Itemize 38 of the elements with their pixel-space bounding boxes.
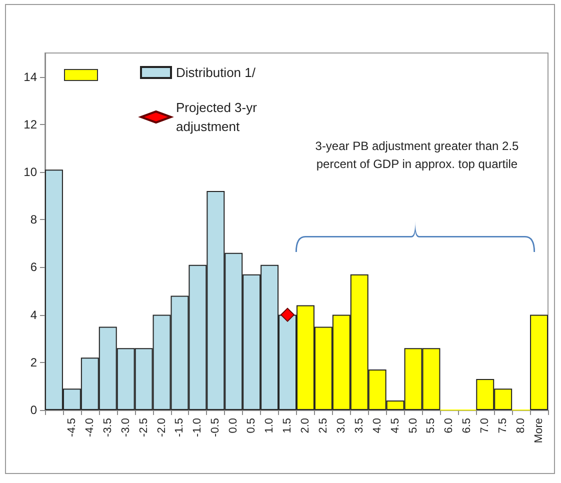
x-tick-label: 1.0 xyxy=(264,418,276,434)
x-tick-label: 0.5 xyxy=(246,418,258,434)
x-tick-label: 2.0 xyxy=(299,418,312,434)
x-tick-label: 6.0 xyxy=(443,418,456,434)
x-tick-label: -3.5 xyxy=(102,418,114,437)
y-tick-label: 2 xyxy=(30,355,38,370)
x-tick-label: 7.5 xyxy=(497,418,510,434)
y-tick-label: 8 xyxy=(30,212,38,227)
y-tick-label: 6 xyxy=(30,260,38,274)
x-tick-label: 7.0 xyxy=(479,418,492,434)
x-tick-label: 4.5 xyxy=(389,418,402,434)
x-tick-label: 8.0 xyxy=(515,418,528,434)
legend-label: Projected 3-yr adjustment xyxy=(176,100,261,134)
y-tick-label: 12 xyxy=(24,117,38,132)
x-tick-label: 0.0 xyxy=(228,418,240,434)
x-tick-label: 3.5 xyxy=(353,418,366,434)
y-tick-label: 4 xyxy=(30,308,38,322)
y-tick-label: 0 xyxy=(30,403,38,417)
x-tick-label: -1.0 xyxy=(192,418,204,437)
legend-label: Distribution 1/ xyxy=(176,65,256,80)
x-tick-label: -4.0 xyxy=(84,418,96,437)
y-tick-label: 10 xyxy=(24,165,38,179)
x-tick-label: -2.5 xyxy=(138,418,150,437)
x-tick-label: -3.0 xyxy=(120,418,132,437)
y-tick-label: 14 xyxy=(24,70,38,84)
x-tick-label: 4.0 xyxy=(371,418,384,434)
x-tick-label: 6.5 xyxy=(461,418,474,434)
x-tick-label: 1.5 xyxy=(282,418,294,434)
x-tick-label: 3.0 xyxy=(335,418,348,434)
x-tick-label: -4.5 xyxy=(66,418,78,437)
x-tick-label: More xyxy=(533,418,546,444)
annotation: 3-year PB adjustment greater than 2.5 percent of GDP in approx. top quartile xyxy=(314,138,520,173)
x-tick-label: -1.5 xyxy=(174,418,186,437)
x-tick-label: 5.0 xyxy=(407,418,420,434)
x-tick-label: 2.5 xyxy=(317,418,330,434)
x-tick-label: -2.0 xyxy=(156,418,168,437)
x-tick-label: 5.5 xyxy=(425,418,438,434)
x-tick-label: -0.5 xyxy=(210,418,222,437)
